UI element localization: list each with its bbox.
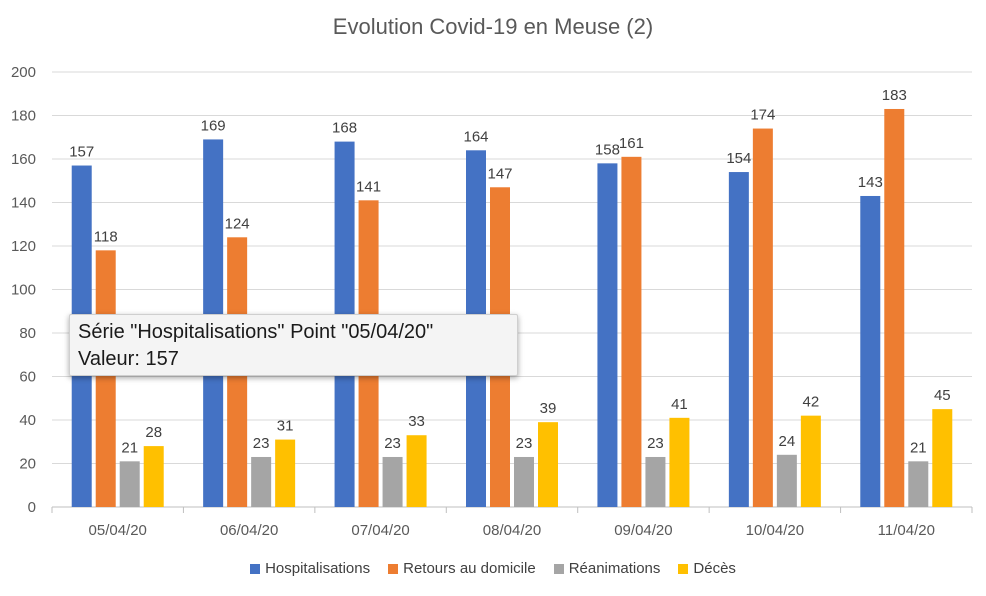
bar-d-c-s bbox=[143, 446, 164, 507]
x-tick-label: 08/04/20 bbox=[483, 522, 541, 539]
data-label: 45 bbox=[934, 387, 951, 404]
data-label: 168 bbox=[332, 120, 357, 137]
bar-hospitalisations bbox=[860, 195, 881, 507]
bar-retours-au-domicile bbox=[95, 250, 116, 507]
legend-swatch bbox=[553, 563, 564, 574]
y-tick-label: 60 bbox=[19, 369, 36, 386]
data-label: 21 bbox=[121, 439, 138, 456]
x-tick-label: 11/04/20 bbox=[878, 522, 935, 539]
y-tick-label: 180 bbox=[11, 108, 36, 125]
data-label: 147 bbox=[487, 165, 512, 182]
legend-label: Décès bbox=[693, 560, 736, 577]
data-label: 183 bbox=[882, 87, 907, 104]
x-tick-label: 09/04/20 bbox=[614, 522, 672, 539]
data-label: 174 bbox=[750, 107, 775, 124]
data-label: 23 bbox=[253, 435, 270, 452]
legend-item-deces[interactable]: Décès bbox=[678, 560, 736, 577]
bar-r-animations bbox=[645, 456, 666, 507]
bar-retours-au-domicile bbox=[621, 156, 642, 507]
legend-item-hospitalisations[interactable]: Hospitalisations bbox=[250, 560, 370, 577]
data-label: 31 bbox=[277, 418, 294, 435]
legend-label: Réanimations bbox=[568, 560, 661, 577]
data-label: 124 bbox=[225, 215, 250, 232]
legend-item-retours[interactable]: Retours au domicile bbox=[388, 560, 536, 577]
legend-swatch bbox=[388, 563, 399, 574]
legend: Hospitalisations Retours au domicile Réa… bbox=[0, 560, 986, 577]
data-label: 33 bbox=[408, 413, 425, 430]
data-label: 23 bbox=[647, 435, 664, 452]
y-tick-label: 0 bbox=[28, 499, 36, 516]
data-label: 41 bbox=[671, 396, 688, 413]
bar-d-c-s bbox=[669, 417, 690, 507]
y-tick-label: 80 bbox=[19, 325, 36, 342]
legend-item-reanimations[interactable]: Réanimations bbox=[553, 560, 661, 577]
data-label: 42 bbox=[803, 394, 820, 411]
bar-d-c-s bbox=[406, 435, 427, 507]
bar-r-animations bbox=[776, 454, 797, 507]
bar-d-c-s bbox=[932, 409, 953, 507]
data-label: 164 bbox=[463, 128, 488, 145]
x-tick-label: 07/04/20 bbox=[351, 522, 409, 539]
y-tick-label: 120 bbox=[11, 238, 36, 255]
data-label: 143 bbox=[858, 174, 883, 191]
legend-swatch bbox=[678, 563, 689, 574]
y-tick-label: 140 bbox=[11, 195, 36, 212]
data-label: 158 bbox=[595, 141, 620, 158]
y-tick-label: 100 bbox=[11, 282, 36, 299]
tooltip-series-point: Série "Hospitalisations" Point "05/04/20… bbox=[78, 321, 434, 343]
y-tick-label: 160 bbox=[11, 151, 36, 168]
legend-label: Retours au domicile bbox=[403, 560, 536, 577]
x-tick-label: 05/04/20 bbox=[89, 522, 147, 539]
bar-d-c-s bbox=[538, 422, 558, 507]
y-tick-label: 20 bbox=[19, 456, 36, 473]
bar-r-animations bbox=[514, 456, 534, 507]
bar-retours-au-domicile bbox=[884, 108, 905, 507]
data-label: 141 bbox=[356, 178, 381, 195]
data-label: 23 bbox=[516, 435, 533, 452]
bar-hospitalisations bbox=[597, 163, 618, 507]
y-tick-label: 200 bbox=[11, 64, 36, 81]
data-label: 169 bbox=[201, 117, 226, 134]
data-label: 23 bbox=[384, 435, 401, 452]
bar-hospitalisations bbox=[728, 172, 749, 508]
x-tick-label: 10/04/20 bbox=[746, 522, 804, 539]
bar-r-animations bbox=[119, 461, 140, 507]
bar-r-animations bbox=[251, 456, 272, 507]
x-tick-label: 06/04/20 bbox=[220, 522, 278, 539]
data-label: 154 bbox=[726, 150, 751, 167]
bar-r-animations bbox=[382, 456, 403, 507]
tooltip-value: Valeur: 157 bbox=[78, 348, 179, 370]
legend-swatch bbox=[250, 563, 261, 574]
data-label: 118 bbox=[94, 228, 118, 245]
bar-d-c-s bbox=[800, 415, 821, 507]
data-label: 157 bbox=[69, 144, 94, 161]
bar-d-c-s bbox=[275, 439, 296, 507]
y-tick-label: 40 bbox=[19, 412, 36, 429]
data-tooltip: Série "Hospitalisations" Point "05/04/20… bbox=[69, 314, 518, 376]
bar-r-animations bbox=[908, 461, 929, 507]
data-label: 21 bbox=[910, 439, 927, 456]
legend-label: Hospitalisations bbox=[265, 560, 371, 577]
bar-retours-au-domicile bbox=[752, 128, 773, 508]
data-label: 39 bbox=[540, 400, 557, 417]
data-label: 161 bbox=[619, 135, 644, 152]
data-label: 24 bbox=[779, 433, 796, 450]
chart-title: Evolution Covid-19 en Meuse (2) bbox=[332, 14, 654, 39]
data-label: 28 bbox=[145, 424, 162, 441]
